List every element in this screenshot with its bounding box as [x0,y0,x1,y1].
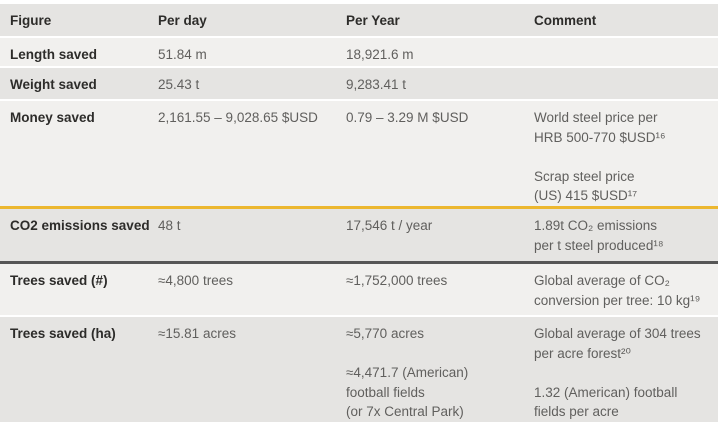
comment-cell [524,38,718,66]
table-row-length-saved: Length saved 51.84 m 18,921.6 m [0,38,718,66]
comment-cell [524,68,718,99]
figure-cell: Trees saved (#) [10,273,108,288]
per-year-cell: 18,921.6 m [346,47,414,62]
per-year-cell: ≈5,770 acres ≈4,471.7 (American) footbal… [346,326,469,420]
per-day-cell: 2,161.55 – 9,028.65 $USD [158,110,318,125]
per-day-cell: 51.84 m [158,47,207,62]
comment-cell: 1.89t CO₂ emissions per t steel produced… [534,218,664,253]
table-row-weight-saved: Weight saved 25.43 t 9,283.41 t [0,68,718,99]
table-row-money-saved: Money saved 2,161.55 – 9,028.65 $USD 0.7… [0,101,718,206]
table-row-trees-saved-area: Trees saved (ha) ≈15.81 acres ≈5,770 acr… [0,317,718,422]
per-day-cell: ≈15.81 acres [158,326,236,341]
table-row-trees-saved-count: Trees saved (#) ≈4,800 trees ≈1,752,000 … [0,264,718,315]
table-header-row: Figure Per day Per Year Comment [0,4,718,36]
column-header-comment: Comment [534,13,597,28]
per-year-cell: ≈1,752,000 trees [346,273,448,288]
figure-cell: Weight saved [10,77,97,92]
column-header-per-year: Per Year [346,13,400,28]
figure-cell: Money saved [10,110,95,125]
comment-cell: Global average of CO₂ conversion per tre… [534,273,701,308]
per-year-cell: 0.79 – 3.29 M $USD [346,110,469,125]
figure-cell: Length saved [10,47,98,62]
per-year-cell: 9,283.41 t [346,77,407,92]
per-day-cell: 25.43 t [158,77,200,92]
per-day-cell: ≈4,800 trees [158,273,233,288]
column-header-figure: Figure [10,13,52,28]
comment-cell: Global average of 304 trees per acre for… [534,326,701,420]
figure-cell: Trees saved (ha) [10,326,116,341]
per-day-cell: 48 t [158,218,181,233]
per-year-cell: 17,546 t / year [346,218,433,233]
column-header-per-day: Per day [158,13,207,28]
figure-cell: CO2 emissions saved [10,218,150,233]
comment-cell: World steel price per HRB 500-770 $USD¹⁶… [534,110,666,204]
table-row-co2-emissions-saved: CO2 emissions saved 48 t 17,546 t / year… [0,206,718,264]
